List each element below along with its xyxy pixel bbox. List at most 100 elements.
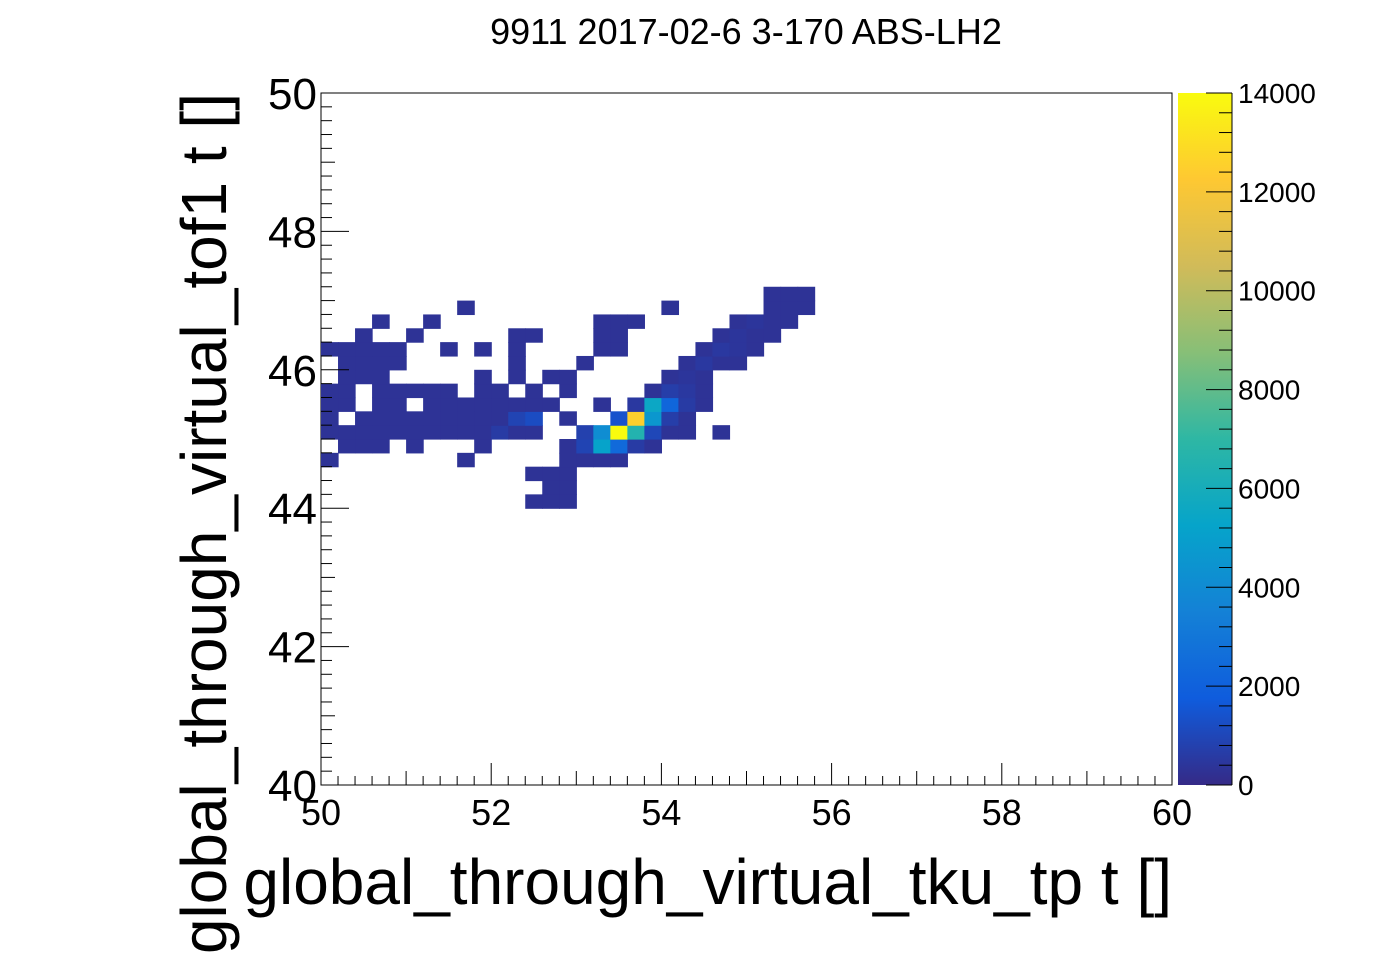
heatmap-cell	[797, 300, 816, 316]
heatmap-cell	[474, 342, 492, 357]
x-tick-label: 52	[471, 792, 511, 833]
heatmap-cell	[372, 425, 390, 440]
heatmap-cell	[491, 383, 509, 399]
heatmap-cell	[559, 383, 577, 399]
heatmap-cell	[372, 439, 390, 454]
colorbar-tick-label: 12000	[1238, 177, 1316, 208]
heatmap-cell	[763, 328, 782, 343]
heatmap-cell	[474, 439, 492, 454]
heatmap-cell	[508, 328, 526, 343]
heatmap-cell	[457, 300, 475, 316]
heatmap-cell	[440, 425, 458, 440]
heatmap-cell	[542, 480, 560, 495]
colorbar-axis: 0 2000 4000 6000 8000 10000 12000 14000	[1206, 78, 1316, 801]
heatmap-cell	[678, 411, 697, 426]
heatmap-cell	[644, 425, 662, 440]
heatmap-cell	[321, 425, 339, 440]
heatmap-cell	[576, 425, 594, 440]
heatmap-cell	[695, 342, 714, 357]
heatmap-cell	[389, 383, 407, 399]
heatmap-cell	[661, 397, 680, 412]
heatmap-cell	[627, 397, 645, 412]
heatmap-cell	[712, 425, 731, 440]
heatmap-cell	[695, 383, 714, 399]
heatmap-cell	[338, 439, 356, 454]
heatmap-cell	[746, 314, 765, 329]
heatmap-cells	[321, 286, 816, 509]
heatmap-cell	[763, 314, 782, 329]
heatmap-cell	[508, 342, 526, 357]
heatmap-cell	[474, 397, 492, 412]
colorbar	[1178, 93, 1232, 785]
y-tick-label: 42	[268, 624, 317, 673]
heatmap-cell	[678, 397, 697, 412]
heatmap-cell	[321, 411, 339, 426]
heatmap-cell	[491, 411, 509, 426]
heatmap-cell	[423, 314, 441, 329]
heatmap-cell	[372, 369, 390, 385]
heatmap-cell	[440, 342, 458, 357]
heatmap-cell	[576, 355, 594, 371]
heatmap-cell	[644, 383, 662, 399]
heatmap-cell	[525, 397, 543, 412]
x-axis: 50 52 54 56 58 60	[301, 763, 1192, 833]
heatmap-cell	[525, 466, 543, 482]
heatmap-cell	[406, 411, 424, 426]
heatmap-cell	[338, 383, 356, 399]
heatmap-cell	[355, 328, 373, 343]
heatmap-cell	[338, 355, 356, 371]
heatmap-cell	[678, 425, 697, 440]
heatmap-cell	[440, 383, 458, 399]
heatmap-cell	[610, 411, 628, 426]
heatmap-cell	[508, 411, 526, 426]
heatmap-cell	[508, 369, 526, 385]
heatmap-cell	[406, 439, 424, 454]
heatmap-cell	[729, 328, 748, 343]
colorbar-tick-label: 4000	[1238, 572, 1300, 603]
heatmap-cell	[440, 397, 458, 412]
heatmap-cell	[695, 397, 714, 412]
heatmap-cell	[542, 369, 560, 385]
heatmap-cell	[661, 383, 680, 399]
heatmap-cell	[559, 452, 577, 468]
heatmap-cell	[763, 300, 782, 316]
y-tick-label: 48	[268, 208, 317, 257]
heatmap-cell	[491, 397, 509, 412]
heatmap-cell	[644, 397, 662, 412]
heatmap-cell	[593, 342, 611, 357]
heatmap-cell	[338, 397, 356, 412]
heatmap-cell	[457, 411, 475, 426]
heatmap-cell	[627, 425, 645, 440]
heatmap-cell	[423, 411, 441, 426]
chart-title: 9911 2017-02-6 3-170 ABS-LH2	[490, 11, 1002, 52]
heatmap-cell	[457, 452, 475, 468]
heatmap-cell	[593, 397, 611, 412]
heatmap-cell	[576, 439, 594, 454]
heatmap-cell	[474, 369, 492, 385]
x-tick-label: 58	[982, 792, 1022, 833]
heatmap-cell	[372, 411, 390, 426]
heatmap-cell	[678, 355, 697, 371]
heatmap-cell	[593, 425, 611, 440]
heatmap-cell	[712, 355, 731, 371]
heatmap-cell	[406, 425, 424, 440]
heatmap-cell	[559, 411, 577, 426]
heatmap-cell	[321, 397, 339, 412]
heatmap-cell	[559, 439, 577, 454]
colorbar-tick-label: 0	[1238, 770, 1254, 801]
heatmap-cell	[593, 328, 611, 343]
heatmap-cell	[372, 355, 390, 371]
heatmap-cell	[627, 411, 645, 426]
heatmap-cell	[712, 342, 731, 357]
heatmap-cell	[576, 452, 594, 468]
heatmap-cell	[389, 397, 407, 412]
heatmap-cell	[593, 314, 611, 329]
heatmap-cell	[627, 439, 645, 454]
heatmap-cell	[355, 355, 373, 371]
heatmap-cell	[474, 383, 492, 399]
heatmap-cell	[627, 314, 645, 329]
heatmap-cell	[559, 369, 577, 385]
heatmap-cell	[559, 466, 577, 482]
heatmap-cell	[321, 452, 339, 468]
